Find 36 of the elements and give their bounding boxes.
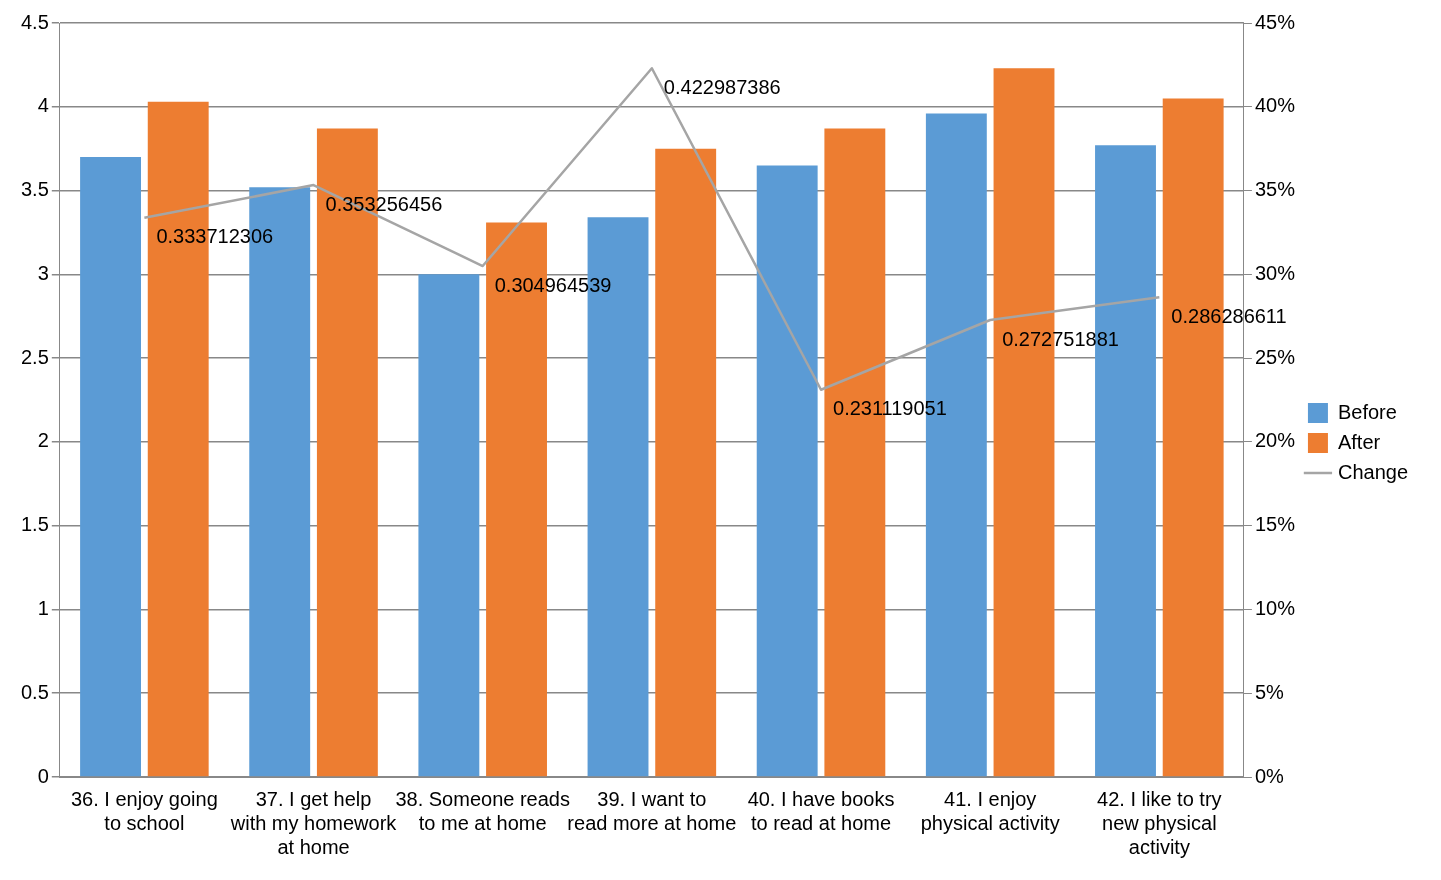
- y2-tick-label: 25%: [1254, 345, 1296, 368]
- x-tick-label: 41. I enjoy physical activity: [920, 787, 1060, 834]
- data-label: 0.231119051: [833, 397, 947, 420]
- legend-label: After: [1337, 430, 1381, 453]
- x-tick-label: 36. I enjoy going to school: [70, 787, 218, 834]
- bar: [756, 165, 818, 777]
- y-tick-label: 2.5: [20, 345, 49, 368]
- y2-tick-label: 40%: [1254, 94, 1296, 117]
- y-tick-label: 2: [37, 429, 49, 452]
- x-tick-label: 42. I like to try new physical activity: [1097, 787, 1222, 858]
- y-tick-label: 4: [37, 94, 49, 117]
- data-label: 0.422987386: [663, 75, 781, 98]
- y2-tick-label: 30%: [1254, 261, 1296, 284]
- y-tick-label: 1.5: [20, 513, 49, 536]
- legend-label: Change: [1337, 460, 1408, 483]
- x-tick-label: 40. I have books to read at home: [747, 787, 895, 834]
- bar: [655, 148, 717, 777]
- y-tick-label: 3.5: [20, 178, 49, 201]
- y-tick-label: 0.5: [20, 680, 49, 703]
- data-label: 0.333712306: [156, 225, 274, 248]
- y2-tick-label: 35%: [1254, 178, 1296, 201]
- bar: [80, 157, 141, 777]
- y2-tick-label: 15%: [1254, 513, 1296, 536]
- y2-tick-label: 5%: [1254, 680, 1285, 703]
- y-tick-label: 0: [37, 764, 49, 787]
- y2-tick-label: 0%: [1254, 764, 1285, 787]
- legend-label: Before: [1337, 400, 1397, 423]
- y-tick-label: 3: [37, 261, 49, 284]
- y2-tick-label: 45%: [1254, 10, 1296, 33]
- y-tick-label: 4.5: [20, 10, 49, 33]
- y2-tick-label: 10%: [1254, 596, 1296, 619]
- y2-tick-label: 20%: [1254, 429, 1296, 452]
- y-tick-label: 1: [37, 596, 49, 619]
- data-label: 0.304964539: [494, 273, 612, 296]
- data-label: 0.272751881: [1002, 327, 1119, 350]
- bar: [418, 274, 480, 777]
